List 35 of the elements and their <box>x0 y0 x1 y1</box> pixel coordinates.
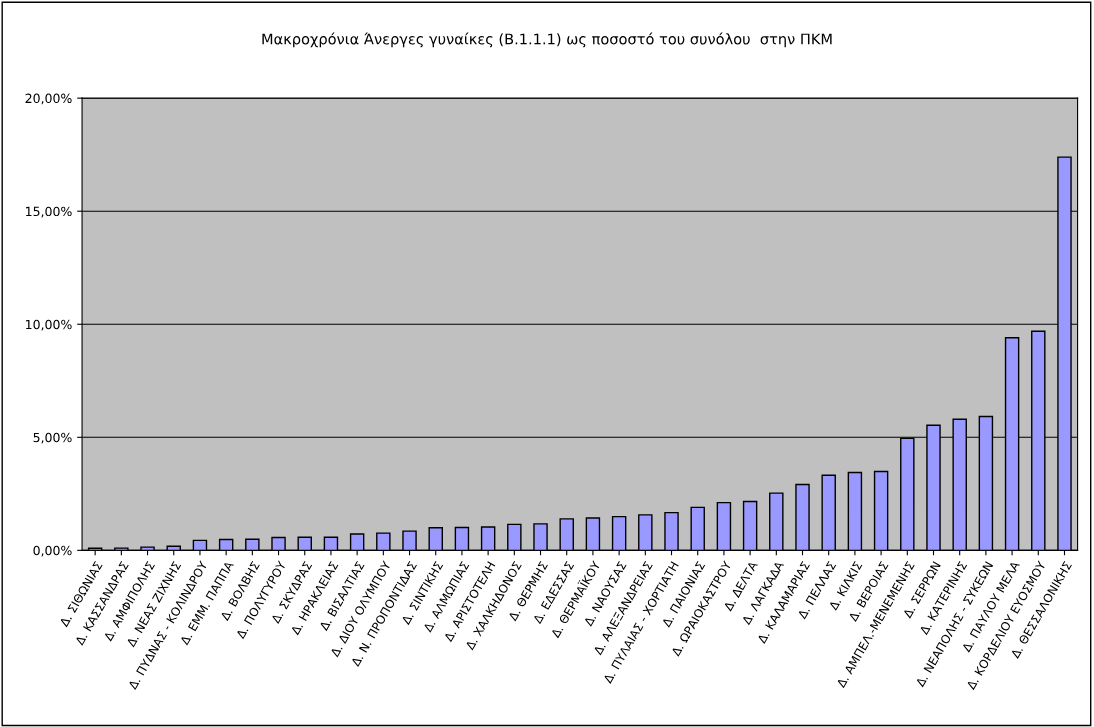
bar <box>638 514 653 551</box>
bar <box>480 526 496 551</box>
bar <box>245 538 260 551</box>
bar <box>795 483 810 551</box>
bar <box>559 518 574 551</box>
bar <box>664 511 679 551</box>
bar <box>507 523 522 551</box>
bar <box>428 527 443 551</box>
bar <box>323 536 339 551</box>
bar <box>140 546 155 551</box>
bar <box>716 501 732 551</box>
bar <box>218 538 234 551</box>
bar <box>192 539 208 551</box>
y-tick-label: 5,00% <box>33 432 72 444</box>
bar <box>611 515 627 551</box>
bar <box>114 547 129 551</box>
bar <box>349 533 365 551</box>
bar <box>769 492 784 551</box>
bar <box>533 523 548 551</box>
bar <box>821 474 836 551</box>
bar <box>873 470 889 551</box>
bar <box>297 536 312 551</box>
bar <box>742 500 758 551</box>
bar <box>585 517 601 551</box>
bar <box>402 530 417 551</box>
bar <box>690 506 705 551</box>
chart-title: Μακροχρόνια Άνεργες γυναίκες (Β.1.1.1) ως ποσοστό του συνόλου στην ΠΚΜ <box>262 32 832 48</box>
y-tick-label: 20,00% <box>25 93 72 105</box>
bar <box>271 536 286 551</box>
bar <box>454 526 470 551</box>
y-tick-label: 0,00% <box>33 545 72 557</box>
bar <box>847 471 863 551</box>
y-tick-label: 15,00% <box>26 206 72 218</box>
bar <box>376 532 391 551</box>
y-tick-label: 10,00% <box>26 319 72 331</box>
